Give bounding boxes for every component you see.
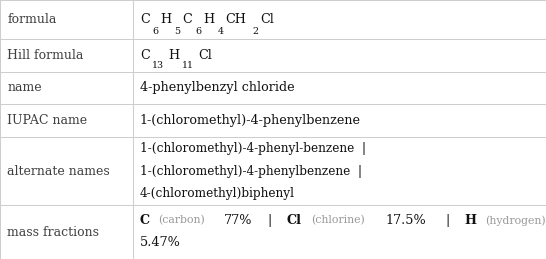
Text: IUPAC name: IUPAC name — [7, 114, 87, 127]
Text: 4-phenylbenzyl chloride: 4-phenylbenzyl chloride — [140, 82, 294, 95]
Text: (carbon): (carbon) — [158, 215, 205, 225]
Text: formula: formula — [7, 13, 56, 26]
Text: Cl: Cl — [198, 49, 212, 62]
Text: 5: 5 — [175, 27, 181, 36]
Text: 2: 2 — [252, 27, 258, 36]
Text: H: H — [168, 49, 179, 62]
Text: mass fractions: mass fractions — [7, 226, 99, 239]
Text: 6: 6 — [195, 27, 201, 36]
Text: 1-(chloromethyl)-4-phenylbenzene: 1-(chloromethyl)-4-phenylbenzene — [140, 114, 361, 127]
Text: 6: 6 — [152, 27, 158, 36]
Text: 11: 11 — [182, 61, 194, 70]
Text: H: H — [203, 13, 214, 26]
Text: 1-(chloromethyl)-4-phenylbenzene  |: 1-(chloromethyl)-4-phenylbenzene | — [140, 164, 362, 177]
Text: name: name — [7, 82, 41, 95]
Text: 1-(chloromethyl)-4-phenyl-benzene  |: 1-(chloromethyl)-4-phenyl-benzene | — [140, 142, 366, 155]
Text: H: H — [464, 214, 476, 227]
Text: alternate names: alternate names — [7, 164, 110, 177]
Text: CH: CH — [225, 13, 246, 26]
Text: 13: 13 — [152, 61, 164, 70]
Text: H: H — [161, 13, 171, 26]
Text: 77%: 77% — [223, 214, 252, 227]
Text: 17.5%: 17.5% — [385, 214, 426, 227]
Text: (chlorine): (chlorine) — [311, 215, 365, 225]
Text: Cl: Cl — [287, 214, 301, 227]
Text: C: C — [140, 49, 150, 62]
Text: 4: 4 — [217, 27, 223, 36]
Text: C: C — [182, 13, 192, 26]
Text: Cl: Cl — [260, 13, 274, 26]
Text: C: C — [140, 13, 150, 26]
Text: Hill formula: Hill formula — [7, 49, 84, 62]
Text: 4-(chloromethyl)biphenyl: 4-(chloromethyl)biphenyl — [140, 187, 295, 200]
Text: (hydrogen): (hydrogen) — [485, 215, 545, 226]
Text: 5.47%: 5.47% — [140, 236, 181, 249]
Text: |: | — [438, 214, 458, 227]
Text: C: C — [140, 214, 150, 227]
Text: |: | — [260, 214, 281, 227]
